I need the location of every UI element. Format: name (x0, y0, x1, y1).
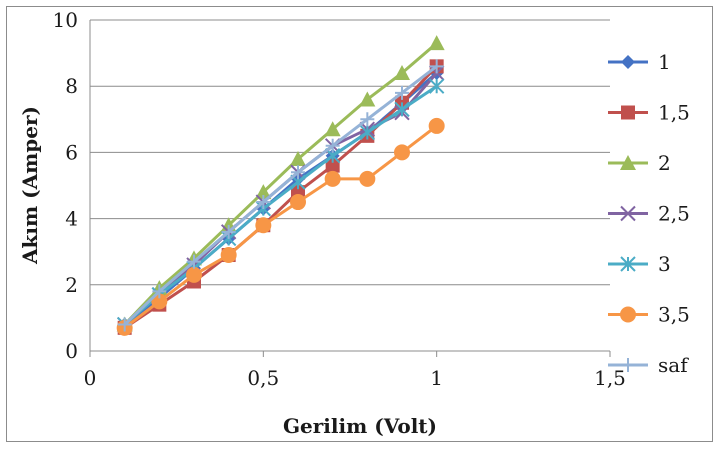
legend-label: 2 (658, 151, 671, 175)
data-point (394, 64, 410, 80)
legend-item: 3 (608, 252, 671, 276)
legend-marker (621, 55, 635, 69)
axes: 0 2 4 6 8 10 0 0,5 1 1,5 (53, 8, 626, 390)
y-tick-label: 8 (65, 74, 78, 98)
legend-label: 1,5 (658, 101, 690, 125)
data-point (291, 165, 305, 180)
series-line (123, 42, 438, 326)
x-axis-title: Gerilim (Volt) (283, 414, 437, 438)
legend-label: saf (658, 353, 689, 377)
data-point (359, 124, 376, 141)
legend-item: 2 (608, 151, 671, 175)
legend-marker (620, 155, 636, 170)
series-1 (117, 65, 444, 332)
legend-marker (620, 256, 636, 272)
data-point (255, 184, 272, 200)
y-tick-label: 10 (53, 8, 78, 32)
data-point (394, 144, 410, 161)
legend-marker (620, 205, 636, 222)
y-axis-title: Akım (Amper) (18, 106, 42, 265)
legend-marker (621, 105, 635, 120)
y-tick-label: 0 (65, 339, 78, 363)
legend-marker (621, 358, 635, 372)
legend-item: 2,5 (608, 202, 690, 226)
series-6 (116, 117, 445, 336)
data-point (187, 254, 201, 269)
y-tick-label: 2 (65, 273, 78, 297)
legend-item: 3,5 (608, 303, 690, 327)
data-point (220, 247, 237, 264)
data-point (221, 224, 236, 239)
line-chart: 0 2 4 6 8 10 0 0,5 1 1,5 1 1,5 2 2,5 3 3,5 saf Gerilim … (18, 8, 690, 438)
data-point (152, 284, 167, 299)
data-point (186, 266, 202, 283)
series-line (123, 65, 438, 326)
data-point (428, 35, 445, 51)
legend-label: 3 (658, 252, 671, 276)
data-point (117, 317, 132, 332)
data-point (360, 112, 375, 127)
legend-label: 1 (658, 50, 671, 74)
data-point (325, 138, 340, 153)
legend-item: 1,5 (608, 101, 690, 125)
legend-label: 3,5 (658, 303, 690, 327)
legend-marker (620, 306, 636, 323)
series-group (116, 35, 445, 336)
legend-item: 1 (608, 50, 671, 74)
data-point (395, 85, 409, 100)
x-tick-label: 1,5 (594, 366, 626, 390)
data-point (394, 101, 410, 118)
legend: 1 1,5 2 2,5 3 3,5 saf (608, 50, 690, 377)
data-point (255, 217, 272, 234)
data-point (290, 151, 306, 167)
data-point (324, 170, 341, 187)
x-tick-label: 0 (84, 366, 97, 390)
x-tick-label: 0,5 (247, 366, 279, 390)
legend-item: saf (608, 353, 689, 377)
legend-label: 2,5 (658, 202, 690, 226)
series-line (123, 84, 438, 326)
y-tick-label: 4 (65, 207, 78, 231)
series-line (123, 124, 438, 329)
chart-frame: 0 2 4 6 8 10 0 0,5 1 1,5 1 1,5 2 2,5 3 3,5 saf Gerilim … (6, 6, 713, 442)
data-point (428, 117, 445, 134)
data-point (325, 158, 340, 173)
data-point (429, 59, 444, 74)
data-point (359, 91, 376, 107)
data-point (290, 194, 306, 211)
data-point (256, 195, 271, 210)
data-point (428, 78, 445, 94)
x-tick-label: 1 (430, 366, 443, 390)
data-point (151, 293, 168, 310)
data-point (324, 121, 341, 137)
y-tick-label: 6 (65, 140, 78, 164)
data-point (359, 170, 376, 187)
series-7 (117, 59, 444, 332)
